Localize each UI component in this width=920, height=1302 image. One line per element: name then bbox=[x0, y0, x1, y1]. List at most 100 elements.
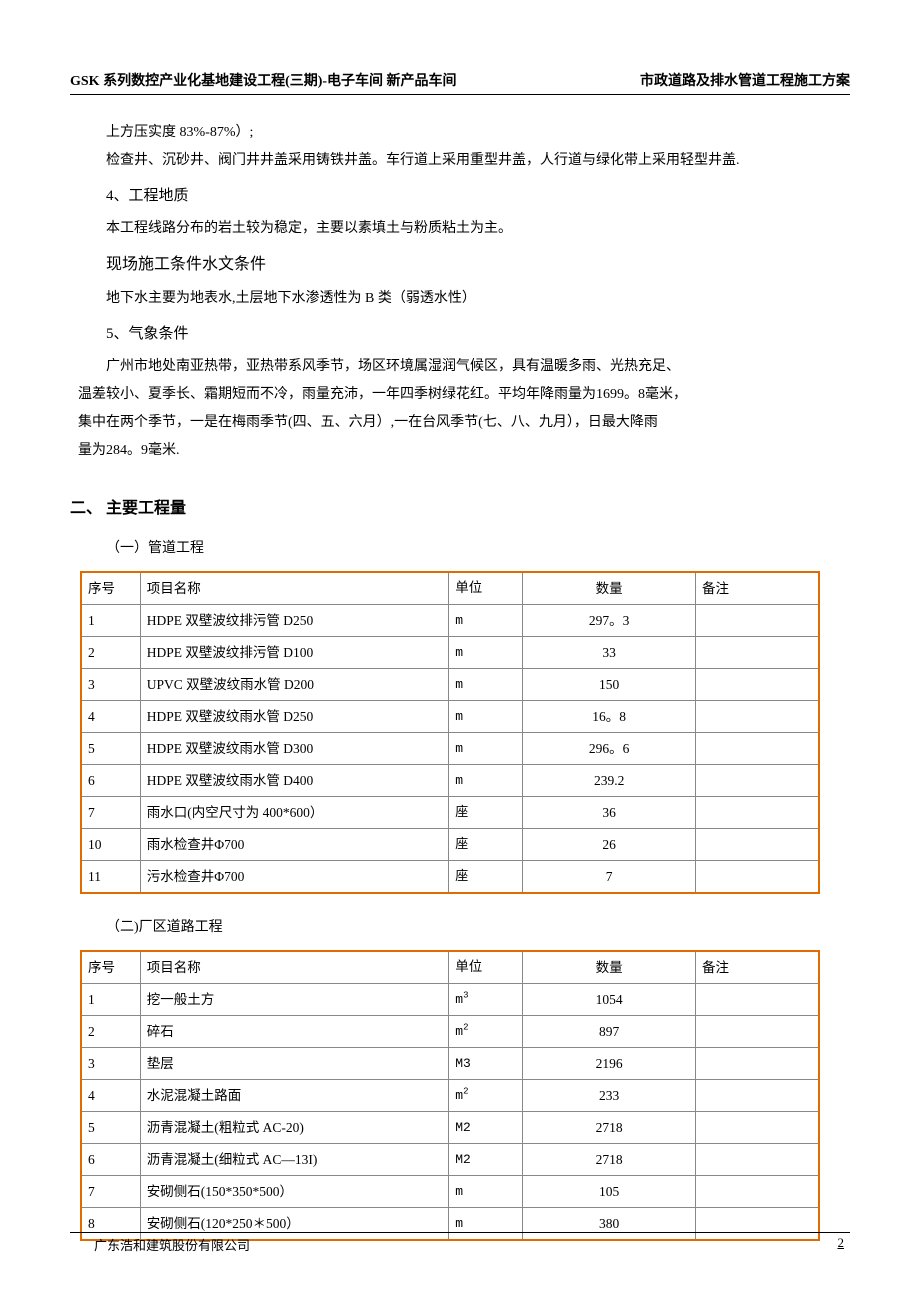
table-cell: 3 bbox=[81, 1048, 140, 1080]
road-table: 序号项目名称单位数量备注1挖一般土方m310542碎石m28973垫层M3219… bbox=[80, 950, 820, 1241]
table-cell: 3 bbox=[81, 669, 140, 701]
page-footer: 广东浩和建筑股份有限公司 2 bbox=[70, 1232, 850, 1254]
table-header-cell: 序号 bbox=[81, 951, 140, 984]
table-cell: 105 bbox=[523, 1176, 696, 1208]
table-cell bbox=[696, 1112, 819, 1144]
table-cell bbox=[696, 637, 819, 669]
table-cell bbox=[696, 829, 819, 861]
table-cell bbox=[696, 984, 819, 1016]
table-header-cell: 序号 bbox=[81, 572, 140, 605]
table-row: 6HDPE 双壁波纹雨水管 D400m239.2 bbox=[81, 765, 819, 797]
table-row: 7雨水口(内空尺寸为 400*600）座36 bbox=[81, 797, 819, 829]
table-cell: 233 bbox=[523, 1080, 696, 1112]
table-cell: 33 bbox=[523, 637, 696, 669]
table-cell: 6 bbox=[81, 1144, 140, 1176]
table-cell: m bbox=[449, 1176, 523, 1208]
table-row: 10雨水检查井Φ700座26 bbox=[81, 829, 819, 861]
table-cell: 1 bbox=[81, 605, 140, 637]
table-cell bbox=[696, 861, 819, 894]
table-cell: 水泥混凝土路面 bbox=[140, 1080, 449, 1112]
para: 地下水主要为地表水,土层地下水渗透性为 B 类（弱透水性） bbox=[70, 285, 850, 313]
table-header-cell: 备注 bbox=[696, 951, 819, 984]
table-cell: m bbox=[449, 605, 523, 637]
para: 检查井、沉砂井、阀门井井盖采用铸铁井盖。车行道上采用重型井盖，人行道与绿化带上采… bbox=[70, 147, 850, 175]
table-row: 1HDPE 双壁波纹排污管 D250m297。3 bbox=[81, 605, 819, 637]
table-cell bbox=[696, 669, 819, 701]
table-cell: 10 bbox=[81, 829, 140, 861]
table-cell: UPVC 双壁波纹雨水管 D200 bbox=[140, 669, 449, 701]
table-cell: 7 bbox=[81, 797, 140, 829]
table-cell: 挖一般土方 bbox=[140, 984, 449, 1016]
table-header-cell: 数量 bbox=[523, 572, 696, 605]
table-row: 2HDPE 双壁波纹排污管 D100m33 bbox=[81, 637, 819, 669]
table-cell: 5 bbox=[81, 733, 140, 765]
table-cell bbox=[696, 1016, 819, 1048]
table-cell: 7 bbox=[523, 861, 696, 894]
table-cell: 239.2 bbox=[523, 765, 696, 797]
table-row: 6沥青混凝土(细粒式 AC—13I)M22718 bbox=[81, 1144, 819, 1176]
table-header-cell: 单位 bbox=[449, 951, 523, 984]
table-cell: 4 bbox=[81, 701, 140, 733]
table-cell: m bbox=[449, 733, 523, 765]
table-cell: 沥青混凝土(粗粒式 AC-20) bbox=[140, 1112, 449, 1144]
footer-company: 广东浩和建筑股份有限公司 bbox=[94, 1235, 250, 1254]
table-cell: 297。3 bbox=[523, 605, 696, 637]
table-cell: M3 bbox=[449, 1048, 523, 1080]
table-row: 3垫层M32196 bbox=[81, 1048, 819, 1080]
table-cell bbox=[696, 1080, 819, 1112]
table-cell: 安砌侧石(150*350*500） bbox=[140, 1176, 449, 1208]
table-cell bbox=[696, 765, 819, 797]
body: 上方压实度 83%-87%）; 检查井、沉砂井、阀门井井盖采用铸铁井盖。车行道上… bbox=[70, 119, 850, 1241]
page-header: GSK 系列数控产业化基地建设工程(三期)-电子车间 新产品车间 市政道路及排水… bbox=[70, 70, 850, 95]
header-left: GSK 系列数控产业化基地建设工程(三期)-电子车间 新产品车间 bbox=[70, 70, 457, 90]
table-cell: HDPE 双壁波纹排污管 D100 bbox=[140, 637, 449, 669]
table-cell: 沥青混凝土(细粒式 AC—13I) bbox=[140, 1144, 449, 1176]
table-row: 4HDPE 双壁波纹雨水管 D250m16。8 bbox=[81, 701, 819, 733]
table-cell bbox=[696, 701, 819, 733]
para: 广州市地处南亚热带，亚热带系风季节，场区环境属湿润气候区，具有温暖多雨、光热充足… bbox=[70, 353, 850, 381]
table-row: 3UPVC 双壁波纹雨水管 D200m150 bbox=[81, 669, 819, 701]
table-cell: 座 bbox=[449, 797, 523, 829]
para: 集中在两个季节，一是在梅雨季节(四、五、六月）,一在台风季节(七、八、九月），日… bbox=[70, 409, 850, 437]
table-header-cell: 数量 bbox=[523, 951, 696, 984]
table-cell: 2718 bbox=[523, 1144, 696, 1176]
table-row: 5沥青混凝土(粗粒式 AC-20)M22718 bbox=[81, 1112, 819, 1144]
table-cell bbox=[696, 797, 819, 829]
table-cell: 座 bbox=[449, 861, 523, 894]
para: 温差较小、夏季长、霜期短而不冷，雨量充沛，一年四季树绿花红。平均年降雨量为169… bbox=[70, 381, 850, 409]
section-heading-5: 5、气象条件 bbox=[106, 319, 850, 349]
table-cell: 1 bbox=[81, 984, 140, 1016]
table-cell: m bbox=[449, 701, 523, 733]
table-cell: 污水检查井Φ700 bbox=[140, 861, 449, 894]
table-cell bbox=[696, 1144, 819, 1176]
table-cell: HDPE 双壁波纹雨水管 D300 bbox=[140, 733, 449, 765]
table-cell: 雨水口(内空尺寸为 400*600） bbox=[140, 797, 449, 829]
table-cell: 碎石 bbox=[140, 1016, 449, 1048]
table-cell: 座 bbox=[449, 829, 523, 861]
table-row: 5HDPE 双壁波纹雨水管 D300m296。6 bbox=[81, 733, 819, 765]
table-cell: 1054 bbox=[523, 984, 696, 1016]
table1-title: （一）管道工程 bbox=[106, 535, 850, 563]
para: 量为284。9毫米. bbox=[70, 437, 850, 465]
table-cell: m bbox=[449, 637, 523, 669]
table-cell: m bbox=[449, 669, 523, 701]
table-cell: 2 bbox=[81, 1016, 140, 1048]
pipe-table: 序号项目名称单位数量备注1HDPE 双壁波纹排污管 D250m297。32HDP… bbox=[80, 571, 820, 894]
table-cell: 296。6 bbox=[523, 733, 696, 765]
table-cell: 150 bbox=[523, 669, 696, 701]
table-cell: 6 bbox=[81, 765, 140, 797]
table-cell: m2 bbox=[449, 1016, 523, 1048]
table-cell: 36 bbox=[523, 797, 696, 829]
para: 本工程线路分布的岩土较为稳定，主要以素填土与粉质粘土为主。 bbox=[70, 215, 850, 243]
table-cell: 雨水检查井Φ700 bbox=[140, 829, 449, 861]
table-cell: HDPE 双壁波纹雨水管 D400 bbox=[140, 765, 449, 797]
table-cell bbox=[696, 733, 819, 765]
table-cell: m3 bbox=[449, 984, 523, 1016]
table-cell: 2718 bbox=[523, 1112, 696, 1144]
para: 上方压实度 83%-87%）; bbox=[70, 119, 850, 147]
table-cell: 2196 bbox=[523, 1048, 696, 1080]
table-row: 11污水检查井Φ700座7 bbox=[81, 861, 819, 894]
table-cell: HDPE 双壁波纹雨水管 D250 bbox=[140, 701, 449, 733]
table-cell: 26 bbox=[523, 829, 696, 861]
table-cell: M2 bbox=[449, 1112, 523, 1144]
